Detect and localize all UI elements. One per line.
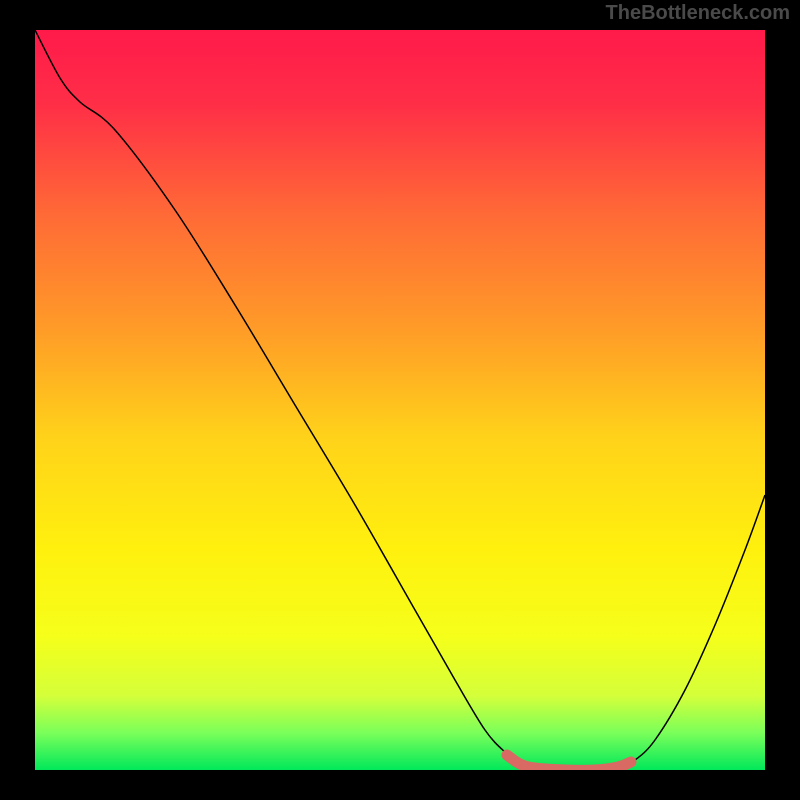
gradient-background <box>35 30 765 770</box>
bottleneck-curve-chart <box>35 30 765 770</box>
watermark-text: TheBottleneck.com <box>606 2 790 25</box>
chart-area <box>35 30 765 770</box>
